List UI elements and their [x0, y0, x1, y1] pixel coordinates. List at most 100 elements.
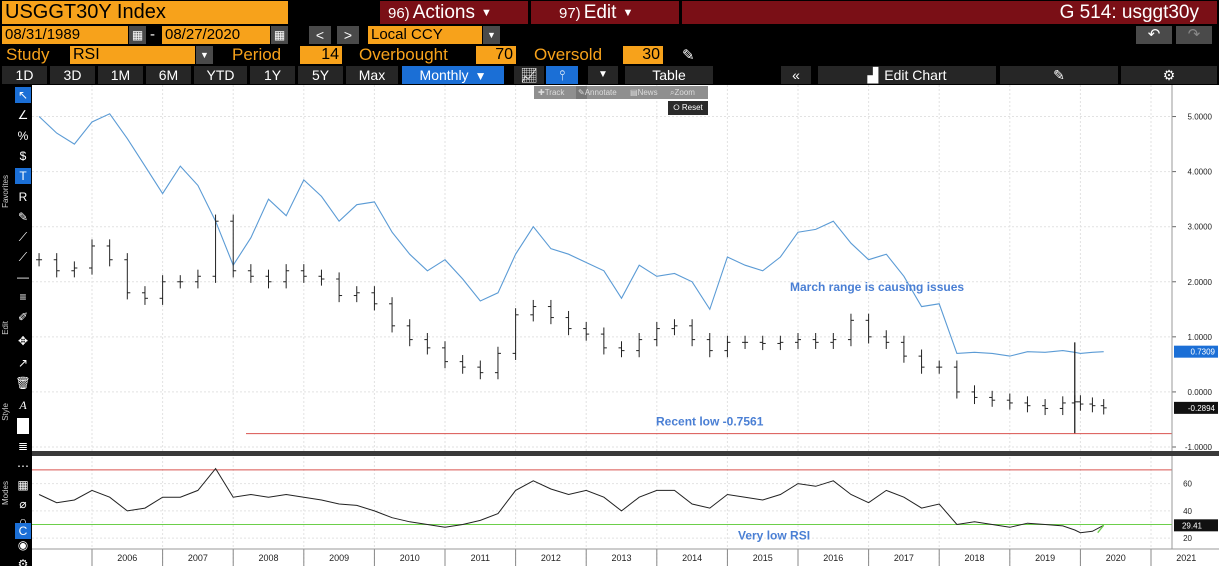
ohlc-bar [442, 341, 449, 369]
calendar-icon[interactable]: ▦ [129, 26, 146, 44]
collapse-icon[interactable]: « [781, 66, 811, 84]
trendline-icon[interactable]: ⟋ [18, 250, 28, 264]
channel-icon[interactable]: ≡ [19, 290, 27, 304]
track-button[interactable]: ✚ Track [538, 88, 565, 97]
price-panel: 0.7309 -0.2894 March range is causing issu… [36, 113, 1218, 435]
annotate-icon[interactable]: ✎ [1000, 66, 1118, 84]
pen-icon[interactable]: ✎ [17, 210, 29, 224]
panel-divider[interactable] [32, 451, 1219, 456]
color-icon[interactable] [17, 418, 29, 434]
ohlc-bar [883, 330, 890, 349]
ohlc-bar [689, 319, 696, 347]
reset-button[interactable]: ⭘ Reset [668, 101, 708, 115]
ohlc-bar [124, 253, 131, 300]
calendar-icon[interactable]: ▦ [271, 26, 288, 44]
frequency-select[interactable]: Monthly ▼ [402, 66, 504, 84]
annotate-button[interactable]: ✎ Annotate [576, 86, 617, 99]
line-icon[interactable]: ∠ [17, 108, 29, 122]
brush-icon[interactable]: ✐ [17, 310, 29, 324]
x-tick-label: 2007 [188, 553, 208, 563]
range-max[interactable]: Max [346, 66, 398, 84]
oversold-input[interactable]: 30 [623, 46, 663, 64]
x-tick-label: 2008 [258, 553, 278, 563]
move-icon[interactable]: ✥ [17, 334, 29, 348]
study-label: Study [6, 45, 50, 64]
ohlc-bar [1042, 399, 1049, 416]
news-button[interactable]: ▤ News [630, 88, 658, 97]
security-ticker[interactable]: USGGT30Y Index [2, 1, 288, 24]
ohlc-bar [265, 269, 272, 289]
range-1d[interactable]: 1D [2, 66, 47, 84]
line-chart-icon[interactable]: 📈︎ [514, 66, 544, 84]
ohlc-bar [71, 261, 78, 278]
arrow-icon[interactable]: ↗ [17, 356, 29, 370]
chevron-down-icon[interactable]: ▼ [483, 26, 500, 44]
annotation-very-low-rsi: Very low RSI [738, 529, 810, 543]
pointer-icon[interactable]: ↖ [15, 87, 31, 103]
edit-menu[interactable]: 97) Edit ▼ [531, 1, 679, 24]
gear-icon[interactable]: ⚙ [1121, 66, 1217, 84]
range-1m[interactable]: 1M [98, 66, 143, 84]
trash-icon[interactable]: 🗑︎ [15, 376, 31, 390]
ohlc-bar [212, 214, 219, 283]
ohlc-chart-icon[interactable]: ⫯ [546, 66, 578, 84]
edit-label: Edit [1, 321, 10, 335]
range-6m[interactable]: 6M [146, 66, 191, 84]
trendline-icon[interactable]: ⟋ [18, 230, 28, 244]
horizontal-line-icon[interactable]: — [17, 270, 29, 284]
undo-button[interactable]: ↶ [1136, 26, 1172, 44]
palette-icon[interactable]: ◉ [17, 538, 29, 552]
edit-chart-button[interactable]: ▟ Edit Chart [818, 66, 996, 84]
gear-icon[interactable]: ⚙ [17, 557, 29, 566]
zoom-button[interactable]: ⌕ Zoom [670, 88, 695, 97]
study-select[interactable]: RSI [70, 46, 195, 64]
ohlc-bar [830, 332, 837, 349]
start-date-input[interactable]: 08/31/1989 [2, 26, 128, 44]
grid-icon[interactable]: ▦ [17, 478, 29, 492]
dollar-icon[interactable]: $ [19, 149, 27, 163]
end-date-input[interactable]: 08/27/2020 [162, 26, 270, 44]
x-tick-label: 2009 [329, 553, 349, 563]
x-tick-label: 2011 [471, 553, 490, 563]
range-ytd[interactable]: YTD [194, 66, 247, 84]
redo-button[interactable]: ↷ [1176, 26, 1212, 44]
favorites-label: Favorites [1, 175, 10, 208]
ohlc-bar [795, 332, 802, 349]
line-style-icon[interactable]: ⋯ [17, 459, 29, 473]
prev-period-button[interactable]: < [309, 26, 331, 44]
line-weight-icon[interactable]: ≣ [17, 439, 29, 453]
next-period-button[interactable]: > [337, 26, 359, 44]
range-1y[interactable]: 1Y [250, 66, 295, 84]
chart-canvas[interactable]: 0.7309 -0.2894 March range is causing issu… [32, 85, 1219, 566]
magnet-icon[interactable]: ∩ [18, 514, 28, 528]
ray-icon[interactable]: R [18, 190, 28, 204]
percent-icon[interactable]: % [17, 129, 29, 143]
rsi-series-line [38, 467, 1104, 534]
last-value-tag-price-box [1174, 345, 1218, 358]
oversold-label: Oversold [534, 45, 603, 64]
chevron-down-icon[interactable]: ▼ [196, 46, 213, 64]
y-tick-label: 3.0000 [1188, 223, 1213, 232]
chart-background [32, 85, 1219, 566]
range-bar: 1D 3D 1M 6M YTD 1Y 5Y Max Monthly ▼ 📈︎ ⫯ … [0, 65, 1219, 85]
ohlc-bar [353, 286, 360, 303]
range-3d[interactable]: 3D [50, 66, 95, 84]
ohlc-bar [424, 332, 431, 355]
edit-label: Edit [583, 2, 617, 23]
c-icon[interactable]: C [15, 523, 31, 539]
table-button[interactable]: Table [625, 66, 713, 84]
x-tick-label: 2013 [611, 553, 631, 563]
rsi-y-tick-label: 40 [1183, 507, 1192, 516]
period-input[interactable]: 14 [300, 46, 342, 64]
x-tick-label: 2016 [823, 553, 843, 563]
overbought-input[interactable]: 70 [476, 46, 516, 64]
eraser-icon[interactable]: ⌀ [19, 497, 27, 511]
currency-select[interactable]: Local CCY [368, 26, 482, 44]
rsi-last-value: 29.41 [1182, 521, 1203, 530]
retracement-icon[interactable]: T [15, 168, 31, 184]
pen-icon[interactable]: ✎ [682, 47, 695, 64]
actions-menu[interactable]: 96) Actions ▼ [380, 1, 528, 24]
text-icon[interactable]: A [19, 398, 27, 412]
range-5y[interactable]: 5Y [298, 66, 343, 84]
chart-type-dropdown[interactable]: ▼ [588, 66, 618, 84]
